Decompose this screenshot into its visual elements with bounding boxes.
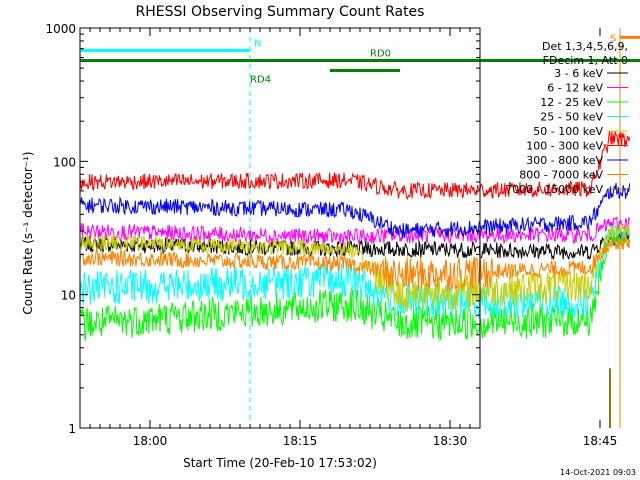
legend-entry-label: 800 - 7000 keV xyxy=(519,169,603,182)
legend-entry-label: 7000 - 15000 keV xyxy=(505,183,603,196)
legend-entry-label: 3 - 6 keV xyxy=(554,67,603,80)
x-tick-label: 18:00 xyxy=(133,434,168,448)
series-trace xyxy=(79,130,631,201)
axes-layer: 18:0018:1518:3018:4519:0019:1519:3011010… xyxy=(45,22,618,448)
legend-entry-label: 100 - 300 keV xyxy=(526,140,603,153)
y-tick-label: 10 xyxy=(61,289,76,303)
x-tick-label: 18:15 xyxy=(283,434,318,448)
flag-label: RD4 xyxy=(250,75,271,86)
series-trace xyxy=(79,231,631,342)
y-axis-label: Count Rate (s⁻¹ detector⁻¹) xyxy=(21,151,35,314)
legend-header-line-2: FDecim 1, Att 0 xyxy=(543,54,628,67)
series-trace xyxy=(79,233,631,292)
footer-date: 14-Oct-2021 09:03 xyxy=(560,468,636,477)
legend-entry-label: 6 - 12 keV xyxy=(547,82,603,95)
x-axis-label: Start Time (20-Feb-10 17:53:02) xyxy=(183,456,377,470)
series-trace xyxy=(79,230,630,261)
flag-label: S xyxy=(610,33,616,44)
flag-label: N xyxy=(254,38,261,49)
x-tick-label: 18:45 xyxy=(583,434,618,448)
y-tick-label: 100 xyxy=(53,155,76,169)
y-tick-label: 1000 xyxy=(45,22,76,36)
y-tick-label: 1 xyxy=(68,422,76,436)
legend-entry-label: 50 - 100 keV xyxy=(533,125,603,138)
flags-layer: N S RD0 RD4 xyxy=(80,33,640,86)
legend-entry-label: 12 - 25 keV xyxy=(540,96,603,109)
series-trace xyxy=(79,182,631,239)
chart-title: RHESSI Observing Summary Count Rates xyxy=(136,4,425,20)
x-tick-label: 18:30 xyxy=(433,434,468,448)
legend-header-line-1: Det 1,3,4,5,6,9, xyxy=(542,40,628,53)
legend: Det 1,3,4,5,6,9, FDecim 1, Att 0 3 - 6 k… xyxy=(505,40,628,196)
flag-label: RD0 xyxy=(370,49,391,60)
series-trace xyxy=(79,223,631,312)
legend-entry-label: 300 - 800 keV xyxy=(526,154,603,167)
series-trace xyxy=(79,224,631,319)
legend-entry-label: 25 - 50 keV xyxy=(540,111,603,124)
series-trace xyxy=(79,216,631,246)
series-layer xyxy=(79,130,631,428)
